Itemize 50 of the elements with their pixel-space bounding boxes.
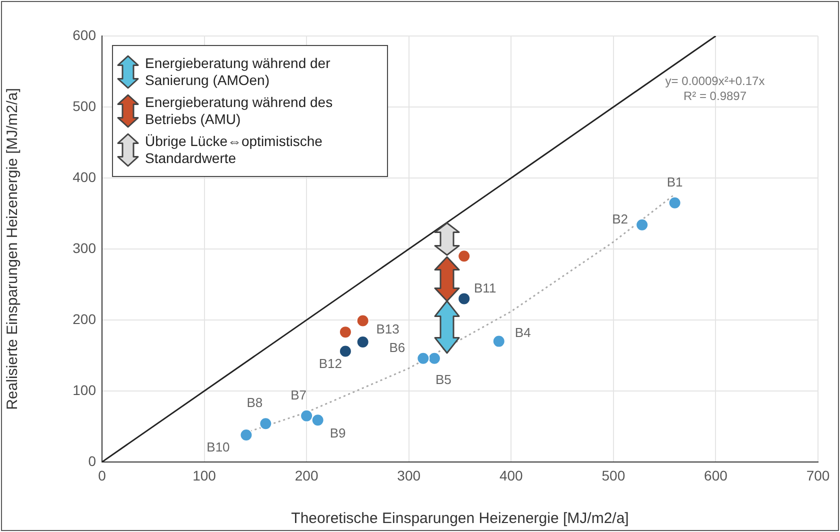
point <box>492 334 506 348</box>
y-tick-label: 100 <box>72 382 96 398</box>
annotation: Übrige Lücke⇔optimistische Standardwerte <box>145 133 324 167</box>
y-tick-label: 400 <box>72 168 96 185</box>
point <box>458 250 471 263</box>
annotation: B9 <box>330 426 346 441</box>
x-tick-label: 400 <box>499 467 524 484</box>
x-tick-label: 100 <box>192 467 216 484</box>
x-tick-label: 600 <box>704 467 728 484</box>
annotation: B6 <box>389 340 406 355</box>
point <box>668 196 682 210</box>
x-tick-label: 200 <box>294 467 318 484</box>
y-tick-label: 0 <box>88 452 96 469</box>
point <box>338 344 352 358</box>
y-tick-label: 200 <box>72 310 96 327</box>
x-axis-title: Theoretische Einsparungen Heizenergie [MJ/m2/a] <box>291 510 629 528</box>
key-box: Energieberatung während der Sanierung (AMOen) Energieberatung während des Betriebs (AMU) Übrige Lücke⇔optimistische Standardwerte <box>112 45 388 177</box>
annotation: B13 <box>376 322 400 337</box>
point <box>356 314 370 328</box>
annotation: Energieberatung während des Betriebs (AMU) <box>145 94 334 128</box>
y-axis-title: Realisierte Einsparungen Heizenergie [MJ/m2/a] <box>4 88 22 410</box>
annotation: B2 <box>612 211 628 226</box>
annotation: B7 <box>290 387 307 402</box>
y-tick-label: 600 <box>72 26 96 43</box>
annotation: B11 <box>474 280 496 296</box>
point <box>428 352 441 365</box>
annotation: R² = 0.9897 <box>683 89 747 103</box>
annotation: B8 <box>246 395 263 410</box>
point <box>240 428 253 442</box>
x-tick-label: 300 <box>397 467 421 484</box>
point <box>416 352 430 365</box>
point <box>356 336 370 349</box>
x-tick-label: 0 <box>98 467 106 484</box>
y-tick-label: 500 <box>72 98 96 114</box>
annotation: B4 <box>514 324 531 340</box>
point <box>311 414 324 427</box>
point <box>338 326 352 339</box>
annotation: B12 <box>318 356 342 371</box>
point <box>300 409 314 422</box>
annotation: y= 0.0009x²+0.17x <box>665 74 765 88</box>
x-tick-label: 700 <box>806 467 830 484</box>
point <box>458 292 471 306</box>
point <box>636 218 649 232</box>
annotation: B5 <box>435 372 452 387</box>
annotation: B10 <box>206 440 230 455</box>
y-tick-label: 300 <box>72 240 96 256</box>
point <box>259 417 272 430</box>
annotation: Energieberatung während der Sanierung (AMOen) <box>145 55 332 89</box>
annotation: B1 <box>666 174 683 190</box>
x-tick-label: 500 <box>602 467 626 484</box>
